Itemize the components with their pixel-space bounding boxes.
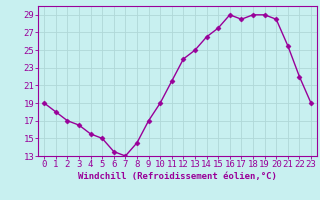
X-axis label: Windchill (Refroidissement éolien,°C): Windchill (Refroidissement éolien,°C) — [78, 172, 277, 181]
